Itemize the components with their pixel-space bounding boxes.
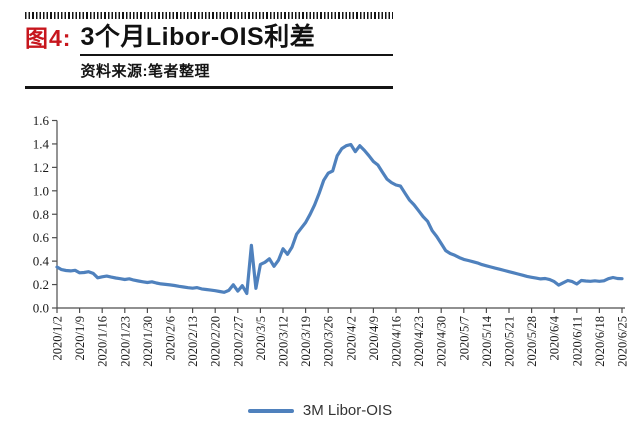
- figure-title: 3个月Libor-OIS利差: [80, 23, 316, 51]
- x-tick-label: 2020/4/9: [367, 316, 381, 360]
- y-tick-label: 1.2: [33, 160, 49, 175]
- x-tick-label: 2020/4/2: [344, 316, 358, 360]
- x-tick-label: 2020/5/21: [503, 316, 517, 367]
- x-tick-label: 2020/3/12: [277, 316, 291, 367]
- y-tick-label: 1.4: [33, 136, 50, 151]
- figure-label: 图4:: [25, 25, 72, 51]
- x-tick-label: 2020/5/7: [457, 316, 471, 360]
- x-tick-label: 2020/6/18: [593, 316, 607, 367]
- y-tick-label: 1.6: [33, 113, 50, 128]
- x-tick-label: 2020/4/30: [435, 316, 449, 367]
- chart-legend: 3M Libor-OIS: [0, 402, 640, 419]
- x-tick-label: 2020/2/13: [186, 316, 200, 367]
- x-tick-label: 2020/1/9: [73, 316, 87, 360]
- x-tick-label: 2020/6/11: [570, 316, 584, 366]
- x-tick-label: 2020/1/30: [141, 316, 155, 367]
- y-tick-label: 0.4: [33, 254, 50, 269]
- title-underline-rule: [80, 54, 393, 56]
- x-tick-label: 2020/6/25: [616, 316, 630, 367]
- series-line-3m-libor-ois: [55, 142, 624, 296]
- y-tick-label: 0.2: [33, 277, 49, 292]
- x-tick-label: 2020/3/19: [299, 316, 313, 367]
- x-tick-label: 2020/2/20: [209, 316, 223, 367]
- x-tick-label: 2020/4/23: [412, 316, 426, 367]
- x-tick-label: 2020/6/4: [548, 315, 562, 360]
- source-note: 资料来源:笔者整理: [80, 63, 210, 80]
- top-dashed-rule: [25, 12, 393, 19]
- figure-header: 图4: 3个月Libor-OIS利差 资料来源:笔者整理: [25, 12, 393, 89]
- legend-line-swatch: [247, 408, 294, 413]
- x-tick-label: 2020/3/26: [322, 316, 336, 367]
- x-tick-label: 2020/2/27: [231, 316, 245, 367]
- x-tick-label: 2020/5/28: [525, 316, 539, 367]
- x-axis-ticks: 2020/1/2 2020/1/9 2020/1/16 2020/1/23 2020/1…: [51, 308, 630, 367]
- y-tick-label: 1.0: [33, 183, 49, 198]
- legend-label: 3M Libor-OIS: [302, 402, 393, 419]
- x-tick-label: 2020/3/5: [254, 316, 268, 360]
- header-bottom-rule: [25, 86, 393, 89]
- y-tick-label: 0.0: [33, 301, 49, 316]
- x-tick-label: 2020/1/2: [51, 316, 65, 360]
- x-tick-label: 2020/1/23: [118, 316, 132, 367]
- x-tick-label: 2020/1/16: [96, 316, 110, 367]
- y-tick-label: 0.6: [33, 230, 50, 245]
- y-tick-label: 0.8: [33, 207, 49, 222]
- y-axis-ticks: 0.0 0.2 0.4 0.6 0.8 1.0 1.2 1.4 1.6: [33, 113, 57, 316]
- x-tick-label: 2020/5/14: [480, 315, 494, 366]
- x-tick-label: 2020/4/16: [390, 316, 404, 367]
- line-chart: 0.0 0.2 0.4 0.6 0.8 1.0 1.2 1.4 1.6 2020/1/2 2020/…: [0, 100, 640, 400]
- x-tick-label: 2020/2/6: [164, 316, 178, 360]
